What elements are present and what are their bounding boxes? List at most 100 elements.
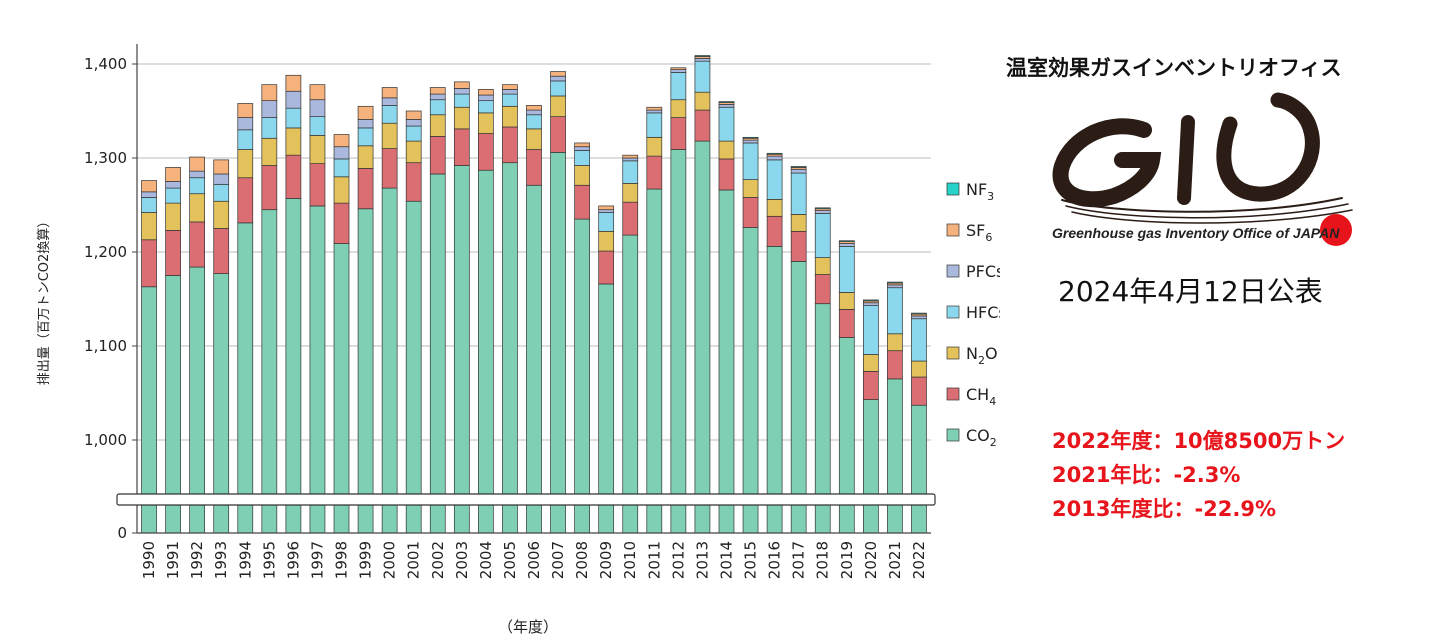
bar-segment-ch4 [237,177,254,224]
bar-segment-sf6 [550,71,566,77]
bar-segment-ch4 [285,154,302,199]
gio-logo: Greenhouse gas Inventory Office of JAPAN [1052,92,1353,246]
bar-segment-pfcs [550,75,566,82]
bar-segment-sf6 [309,84,326,101]
bar-segment-co2 [478,169,494,495]
bar-segment-ch4 [622,201,639,236]
publish-date: 2024年4月12日公表 [1058,275,1323,308]
y-axis-label: 排出量（百万トンCO2換算） [37,215,52,386]
legend-label-sf6: SF6 [966,221,992,244]
bar-segment-n2o [381,122,398,149]
bar-segment-sf6 [598,205,615,211]
legend-swatch-hfcs [946,305,960,319]
x-tick-label: 2005 [501,541,519,579]
x-tick-label: 2016 [766,541,784,579]
bar-segment-pfcs [285,90,302,109]
x-tick-label: 1996 [284,541,302,579]
bar-segment-co2-lower [862,504,879,534]
bar-segment-ch4 [598,250,615,285]
bar-segment-co2 [814,303,831,495]
bar-segment-nf3 [718,101,735,103]
bar-segment-hfcs [429,99,446,116]
bar-segment-pfcs [502,89,518,95]
bar-segment-co2 [598,283,615,495]
bar-segment-co2 [261,209,278,495]
bar-segment-co2-lower [502,504,518,534]
bar-segment-ch4 [453,128,470,166]
x-tick-label: 2002 [429,541,447,579]
stat-vs-2021: 2021年比：-2.3% [1052,463,1241,487]
bar-segment-co2-lower [333,504,350,534]
bar-segment-n2o [646,136,663,157]
bar-segment-hfcs [309,116,326,136]
x-tick-label: 1997 [308,541,326,579]
x-tick-label: 1998 [333,541,351,579]
x-tick-label: 2013 [693,541,711,579]
bar-segment-pfcs [237,117,254,131]
bar-segment-hfcs [838,246,855,293]
bar-segment-sf6 [141,180,157,193]
stat-fy2022-total: 2022年度：10億8500万トン [1052,429,1346,453]
bar-segment-co2 [333,243,350,495]
x-tick-label: 2009 [597,541,615,579]
bar-segment-n2o [141,212,157,241]
bar-segment-n2o [742,179,759,198]
bar-segment-co2-lower [598,504,615,534]
bar-segment-co2 [189,266,206,495]
y-tick-labels: 0 1,000 1,100 1,200 1,300 1,400 [84,55,127,542]
legend-swatch-nf3 [946,182,960,196]
bar-segment-ch4 [838,308,855,338]
bar-segment-co2-lower [381,504,398,534]
bar-segment-pfcs [213,173,230,185]
bar-segment-ch4 [814,274,831,305]
bar-segment-co2-lower [285,504,302,534]
bar-segment-ch4 [670,117,687,150]
bar-segment-pfcs [453,88,470,95]
bar-segment-n2o [478,112,494,134]
x-tick-label: 1995 [260,541,278,579]
bar-segment-n2o [718,140,735,160]
bar-segment-co2-lower [814,504,831,534]
bar-segment-n2o [213,200,230,229]
bar-segment-sf6 [646,106,663,111]
bar-segment-pfcs [357,119,374,129]
bar-segment-co2-lower [429,504,446,534]
x-tick-labels: 1990 1991 1992 1993 1994 1995 1996 1997 1998 1999… [140,541,928,579]
bar-segment-nf3 [862,299,879,302]
bar-segment-hfcs [141,197,157,213]
x-tick-label: 2010 [621,541,639,579]
bar-segment-pfcs [911,315,927,320]
bar-segment-pfcs [622,157,639,162]
bar-segment-co2 [285,198,302,495]
bar-segment-n2o [814,257,831,275]
bar-segment-sf6 [189,156,206,172]
bar-segment-co2-lower [478,504,494,534]
bar-segment-n2o [261,137,278,166]
y-tick-label: 1,200 [84,243,127,261]
axes [116,44,936,534]
bar-segment-n2o [670,99,687,118]
bar-segment-co2-lower [838,504,855,534]
x-tick-label: 2017 [790,541,808,579]
x-tick-label: 1991 [164,541,182,579]
x-tick-label: 2015 [742,541,760,579]
logo-subtitle: Greenhouse gas Inventory Office of JAPAN [1052,225,1340,241]
bar-segment-co2-lower [887,504,903,534]
x-tick-label: 2019 [838,541,856,579]
x-tick-label: 2006 [525,541,543,579]
y-tick-label: 1,100 [84,337,127,355]
bar-segment-co2-lower [357,504,374,534]
bar-segment-ch4 [405,162,422,202]
bar-segment-pfcs [429,93,446,101]
y-tick-label: 1,400 [84,55,127,73]
x-tick-label: 1994 [236,541,254,579]
bar-segment-sf6 [285,74,302,92]
bar-segment-hfcs [165,187,181,204]
bar-segment-co2-lower [405,504,422,534]
bar-segment-sf6 [429,87,446,95]
bar-segment-n2o [453,106,470,130]
bar-segment-n2o [165,202,181,231]
x-tick-label: 1992 [188,541,206,579]
bar-segment-co2-lower [261,504,278,534]
bar-segment-sf6 [453,81,470,89]
